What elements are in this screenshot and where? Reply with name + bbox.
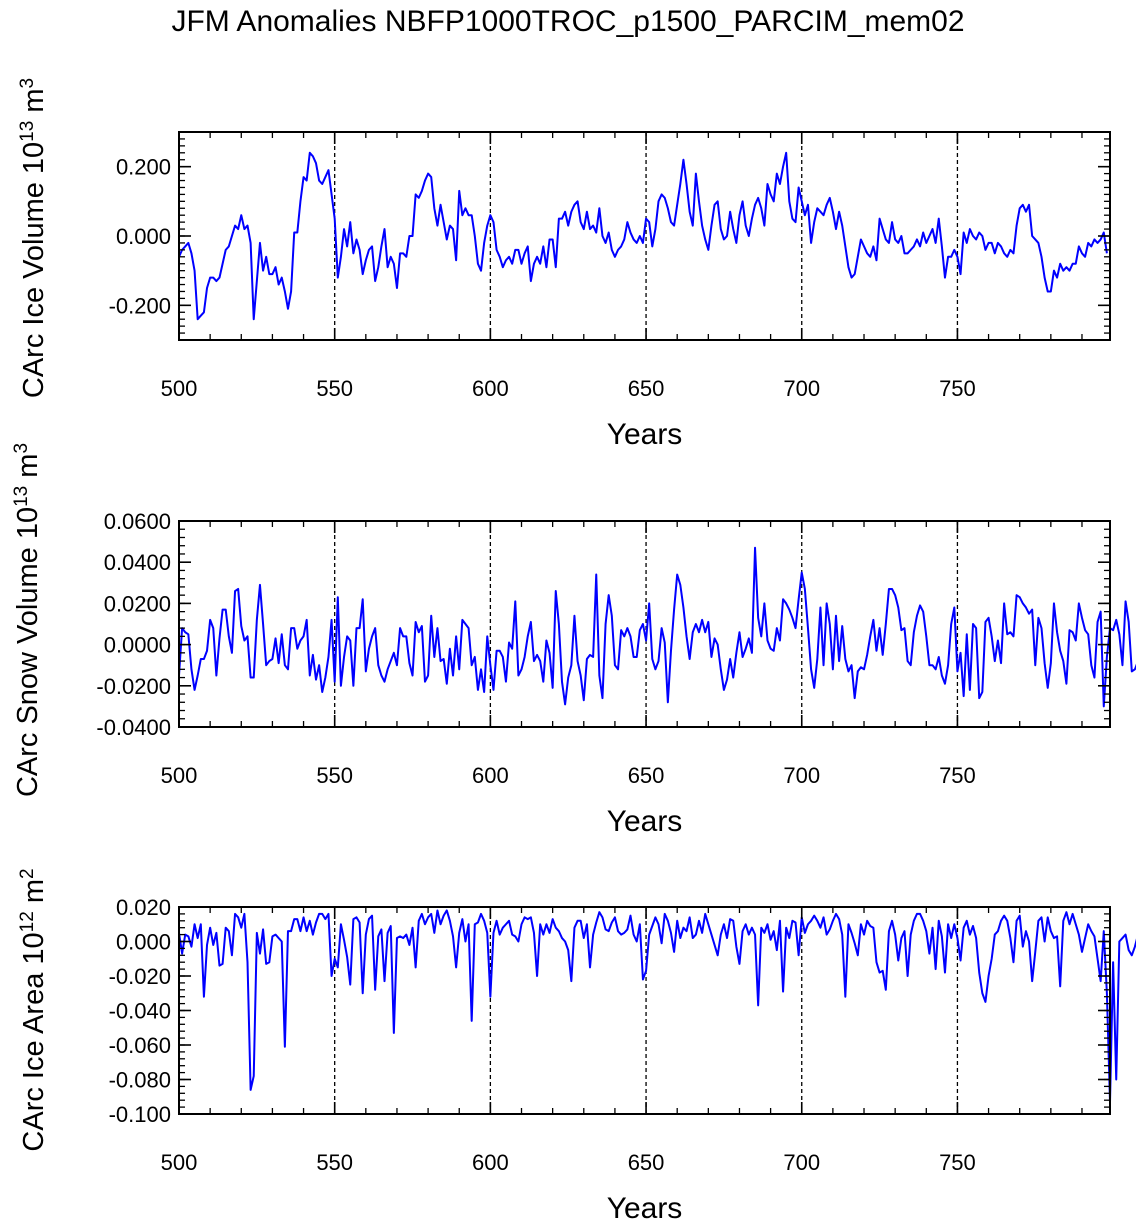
y-tick-label: 0.000 [116, 224, 171, 249]
y-axis-title: CArc Ice Area 1012 m2 [17, 868, 50, 1151]
y-tick-label: -0.080 [109, 1068, 171, 1093]
y-axis-unit-exponent: 3 [11, 443, 32, 454]
panel-1: 500 550 600 650 700 750 -0.200 0.000 0.200 Years C… [17, 78, 1111, 451]
x-tick-label: 650 [628, 376, 665, 401]
y-axis-unit-exponent: 3 [17, 78, 38, 89]
y-tick-label: 0.0200 [104, 591, 171, 616]
x-tick-label: 750 [939, 376, 976, 401]
x-tick-label: 700 [783, 763, 820, 788]
x-axis-title: Years [607, 418, 683, 451]
x-tick-label: 600 [472, 376, 509, 401]
y-tick-label: 0.000 [116, 930, 171, 955]
y-axis-title-part: CArc Ice Volume 10 [18, 142, 50, 398]
y-axis-title: CArc Snow Volume 1013 m3 [11, 443, 44, 797]
y-tick-label: 0.0000 [104, 633, 171, 658]
x-axis-title: Years [607, 805, 683, 838]
x-tick-label: 700 [783, 1150, 820, 1175]
y-tick-label: -0.200 [109, 293, 171, 318]
y-axis-unit-exponent: 13 [17, 121, 38, 142]
plot-frame [178, 520, 1111, 728]
y-axis-title-part: m [18, 88, 50, 120]
y-tick-label: -0.0200 [96, 674, 171, 699]
series-line [178, 151, 1108, 321]
x-tick-label: 750 [939, 1150, 976, 1175]
x-tick-label: 550 [316, 1150, 353, 1175]
x-tick-label: 500 [161, 763, 198, 788]
y-tick-label: 0.200 [116, 155, 171, 180]
x-tick-label: 650 [628, 1150, 665, 1175]
y-axis-title-part: CArc Snow Volume 10 [12, 507, 44, 797]
x-tick-label: 500 [161, 376, 198, 401]
plot-frame [178, 906, 1111, 1115]
y-tick-label: 0.020 [116, 895, 171, 920]
x-tick-label: 700 [783, 376, 820, 401]
x-tick-label: 750 [939, 763, 976, 788]
y-tick-label: -0.0400 [96, 715, 171, 740]
y-axis-unit-exponent: 12 [17, 911, 38, 932]
y-axis-title: CArc Ice Volume 1013 m3 [17, 78, 50, 398]
y-axis-unit-exponent: 13 [11, 486, 32, 507]
series-line [178, 546, 1136, 708]
y-tick-label: -0.060 [109, 1033, 171, 1058]
panel-3: 500 550 600 650 700 750 -0.100 -0.080 -0.060 -0.0… [17, 868, 1136, 1225]
y-tick-label: -0.100 [109, 1102, 171, 1127]
panel-2: 500 550 600 650 700 750 -0.0400 -0.0200 0.0000 0.… [11, 443, 1136, 838]
x-tick-label: 500 [161, 1150, 198, 1175]
y-axis-title-part: CArc Ice Area 10 [18, 932, 50, 1151]
x-tick-label: 650 [628, 763, 665, 788]
y-tick-label: 0.0600 [104, 509, 171, 534]
chart-title: JFM Anomalies NBFP1000TROC_p1500_PARCIM_… [171, 5, 965, 38]
x-tick-label: 600 [472, 1150, 509, 1175]
x-tick-label: 550 [316, 376, 353, 401]
series-line [178, 909, 1136, 1103]
y-tick-label: -0.040 [109, 999, 171, 1024]
y-axis-title-part: m [18, 879, 50, 911]
y-tick-label: 0.0400 [104, 550, 171, 575]
x-tick-label: 550 [316, 763, 353, 788]
y-tick-label: -0.020 [109, 964, 171, 989]
x-tick-label: 600 [472, 763, 509, 788]
y-axis-unit-exponent: 2 [17, 868, 38, 879]
x-axis-title: Years [607, 1192, 683, 1225]
y-axis-title-part: m [12, 454, 44, 486]
